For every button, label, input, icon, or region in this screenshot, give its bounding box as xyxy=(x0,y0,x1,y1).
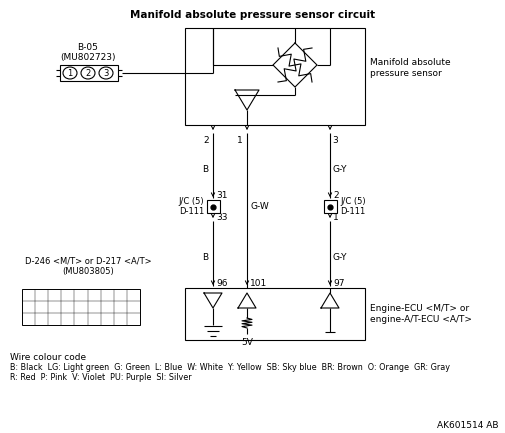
Text: G-Y: G-Y xyxy=(332,253,347,262)
Text: 31: 31 xyxy=(216,191,227,200)
Text: 3: 3 xyxy=(103,68,109,78)
Bar xyxy=(185,28,364,125)
Text: 2: 2 xyxy=(203,136,209,145)
Bar xyxy=(60,65,118,81)
Text: J/C (5)
D-111: J/C (5) D-111 xyxy=(178,197,204,216)
Text: 2: 2 xyxy=(85,68,90,78)
Text: 97: 97 xyxy=(332,278,344,288)
Text: 1: 1 xyxy=(67,68,73,78)
Text: Manifold absolute pressure sensor circuit: Manifold absolute pressure sensor circui… xyxy=(130,10,375,20)
Text: J/C (5)
D-111: J/C (5) D-111 xyxy=(339,197,365,216)
Text: AK601514 AB: AK601514 AB xyxy=(437,421,498,430)
Text: B: B xyxy=(201,253,208,262)
Text: R: Red  P: Pink  V: Violet  PU: Purple  SI: Silver: R: Red P: Pink V: Violet PU: Purple SI: … xyxy=(10,373,191,382)
Text: B: B xyxy=(201,165,208,174)
Text: 96: 96 xyxy=(216,278,227,288)
Bar xyxy=(185,288,364,340)
Text: 1: 1 xyxy=(332,213,338,223)
Text: Manifold absolute
pressure sensor: Manifold absolute pressure sensor xyxy=(369,58,450,78)
Text: B-05
(MU802723): B-05 (MU802723) xyxy=(60,43,116,62)
Text: 33: 33 xyxy=(216,213,227,223)
Text: Engine-ECU <M/T> or
engine-A/T-ECU <A/T>: Engine-ECU <M/T> or engine-A/T-ECU <A/T> xyxy=(369,304,471,324)
Text: Wire colour code: Wire colour code xyxy=(10,353,86,362)
Bar xyxy=(207,200,220,213)
Text: 3: 3 xyxy=(331,136,337,145)
Text: B: Black  LG: Light green  G: Green  L: Blue  W: White  Y: Yellow  SB: Sky blue : B: Black LG: Light green G: Green L: Blu… xyxy=(10,363,449,372)
Text: 2: 2 xyxy=(332,191,338,200)
Bar xyxy=(22,289,140,325)
Text: D-246 <M/T> or D-217 <A/T>
(MU803805): D-246 <M/T> or D-217 <A/T> (MU803805) xyxy=(25,257,151,276)
Text: 5V: 5V xyxy=(240,338,252,347)
Text: G-W: G-W xyxy=(250,202,269,211)
Bar xyxy=(323,200,336,213)
Text: 1: 1 xyxy=(237,136,242,145)
Text: G-Y: G-Y xyxy=(332,165,347,174)
Text: 101: 101 xyxy=(249,278,267,288)
